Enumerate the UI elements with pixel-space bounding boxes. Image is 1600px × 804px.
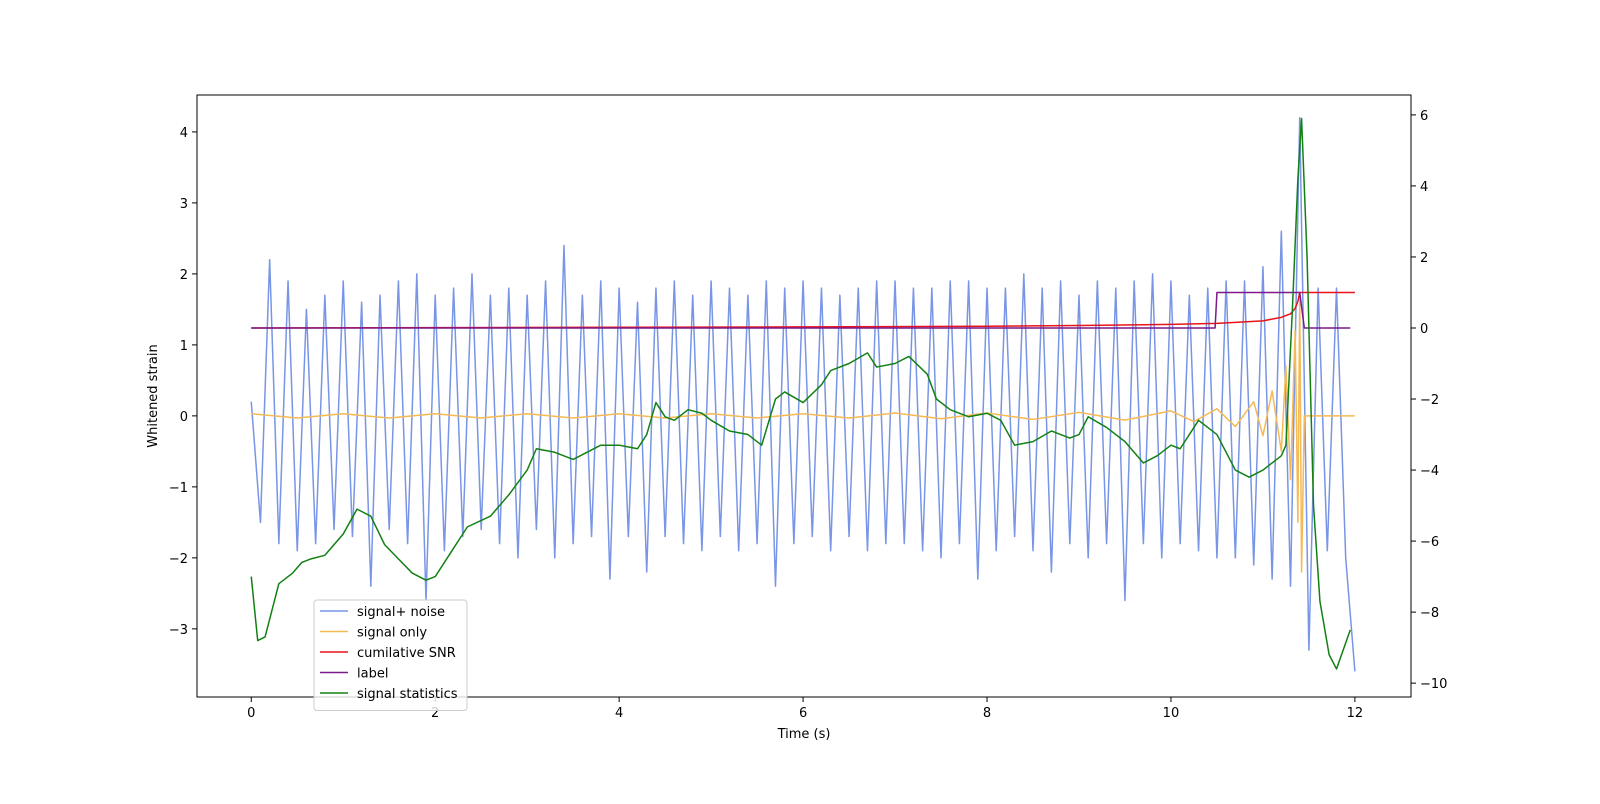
x-axis-label: Time (s) bbox=[777, 727, 831, 742]
y-axis-label: Whitened strain bbox=[146, 344, 161, 447]
legend-label: signal+ noise bbox=[357, 605, 445, 620]
plot-area bbox=[250, 116, 1356, 672]
legend-label: cumilative SNR bbox=[357, 646, 456, 661]
x-tick-label: 8 bbox=[983, 706, 991, 721]
x-tick-label: 4 bbox=[615, 706, 623, 721]
y-tick-label: 2 bbox=[180, 268, 188, 283]
y2-tick-label: −8 bbox=[1420, 606, 1439, 621]
series-line bbox=[251, 294, 1355, 573]
y2-tick-label: 2 bbox=[1420, 251, 1428, 266]
x-tick-label: 12 bbox=[1347, 706, 1364, 721]
legend-label: label bbox=[357, 667, 388, 682]
y2-tick-label: −4 bbox=[1420, 464, 1439, 479]
series-line bbox=[251, 291, 1355, 329]
y-tick-label: 4 bbox=[180, 126, 188, 141]
x-tick-label: 6 bbox=[799, 706, 807, 721]
y2-tick-label: −10 bbox=[1420, 677, 1447, 692]
y-tick-label: −1 bbox=[169, 481, 188, 496]
y2-tick-label: 6 bbox=[1420, 109, 1428, 124]
legend-label: signal statistics bbox=[357, 687, 458, 702]
y-tick-label: 1 bbox=[180, 339, 188, 354]
x-tick-label: 2 bbox=[431, 706, 439, 721]
legend-box bbox=[313, 599, 468, 711]
y-tick-label: 0 bbox=[180, 410, 188, 425]
legend-label: signal only bbox=[357, 626, 427, 641]
x-tick-label: 10 bbox=[1163, 706, 1180, 721]
series-line bbox=[250, 116, 1356, 672]
y-tick-label: 3 bbox=[180, 197, 188, 212]
axes-frame bbox=[196, 94, 1412, 698]
y2-tick-label: 0 bbox=[1420, 322, 1428, 337]
series-line bbox=[251, 291, 1351, 329]
y2-tick-label: −2 bbox=[1420, 393, 1439, 408]
x-tick-label: 0 bbox=[247, 706, 255, 721]
series-line bbox=[250, 117, 1352, 670]
y2-tick-label: 4 bbox=[1420, 180, 1428, 195]
y-tick-label: −2 bbox=[169, 552, 188, 567]
y2-tick-label: −6 bbox=[1420, 535, 1439, 550]
y-tick-label: −3 bbox=[169, 623, 188, 638]
